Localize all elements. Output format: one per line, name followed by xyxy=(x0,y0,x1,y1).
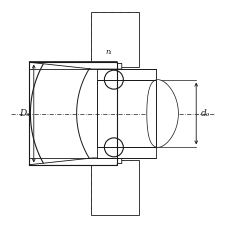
Polygon shape xyxy=(29,62,121,69)
Polygon shape xyxy=(97,69,155,80)
Bar xyxy=(29,62,117,165)
Circle shape xyxy=(104,70,123,89)
Text: dₐ: dₐ xyxy=(200,109,209,118)
Bar xyxy=(91,160,138,215)
Text: rₐ: rₐ xyxy=(117,73,123,81)
Polygon shape xyxy=(146,80,178,147)
Polygon shape xyxy=(97,147,155,158)
Bar xyxy=(91,12,138,67)
Polygon shape xyxy=(137,69,155,80)
Bar xyxy=(97,80,155,147)
Bar xyxy=(91,160,138,215)
Circle shape xyxy=(104,138,123,157)
Bar xyxy=(91,12,138,67)
Polygon shape xyxy=(29,158,121,165)
Text: Dₐ: Dₐ xyxy=(19,109,29,118)
Text: rₐ: rₐ xyxy=(104,47,111,56)
